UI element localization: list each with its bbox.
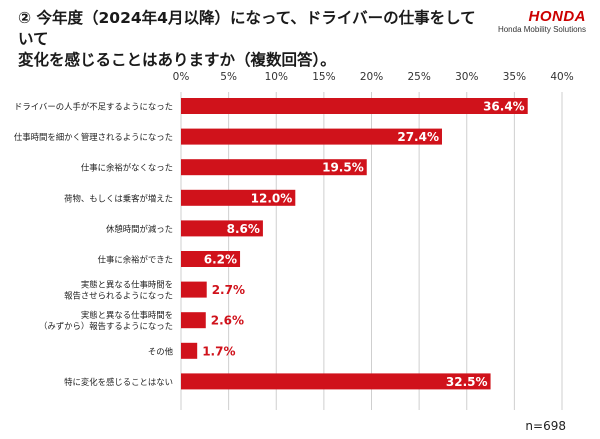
data-label: 12.0% xyxy=(251,191,293,205)
x-tick-label: 15% xyxy=(312,71,335,83)
data-label: 2.7% xyxy=(212,283,245,297)
title-line-1: ② 今年度（2024年4月以降）になって、ドライバーの仕事をしていて xyxy=(18,9,476,48)
category-label: 仕事に余裕がなくなった xyxy=(81,163,173,173)
logo-brand: HONDA xyxy=(528,8,586,25)
bar xyxy=(181,220,263,237)
bar xyxy=(181,281,207,298)
category-label: 特に変化を感じることはない xyxy=(64,377,173,387)
data-label: 6.2% xyxy=(204,253,237,267)
category-label: 報告させられるようになった xyxy=(64,291,173,301)
bar xyxy=(181,189,296,206)
sample-size-note: n=698 xyxy=(525,419,566,433)
honda-logo: HONDA Honda Mobility Solutions xyxy=(498,9,586,35)
data-label: 32.5% xyxy=(446,375,488,389)
category-label: 実態と異なる仕事時間を xyxy=(81,280,173,290)
x-tick-label: 0% xyxy=(173,71,190,83)
data-label: 19.5% xyxy=(322,161,364,175)
data-label: 8.6% xyxy=(227,222,260,236)
x-tick-label: 20% xyxy=(360,71,383,83)
bar xyxy=(181,373,491,390)
category-label: （みずから）報告するようになった xyxy=(39,321,173,331)
category-label: 仕事に余裕ができた xyxy=(98,255,173,265)
x-tick-label: 30% xyxy=(455,71,478,83)
bar xyxy=(181,98,528,114)
page-title: ② 今年度（2024年4月以降）になって、ドライバーの仕事をしていて 変化を感じ… xyxy=(18,8,488,71)
bar xyxy=(181,128,442,145)
data-label: 1.7% xyxy=(202,344,235,358)
x-tick-label: 5% xyxy=(220,71,237,83)
category-label: 荷物、もしくは乗客が増えた xyxy=(64,193,173,203)
data-label: 27.4% xyxy=(397,130,439,144)
category-label: その他 xyxy=(148,346,174,356)
x-tick-label: 40% xyxy=(550,71,573,83)
logo-subtitle: Honda Mobility Solutions xyxy=(497,25,586,34)
bar xyxy=(181,342,198,359)
category-label: 休憩時間が減った xyxy=(106,224,173,234)
x-tick-label: 35% xyxy=(503,71,526,83)
x-tick-label: 25% xyxy=(407,71,430,83)
bar xyxy=(181,312,206,329)
data-label: 2.6% xyxy=(211,314,244,328)
bar xyxy=(181,251,241,267)
bar xyxy=(181,159,367,176)
category-label: 実態と異なる仕事時間を xyxy=(81,310,173,320)
title-line-2: 変化を感じることはありますか（複数回答）。 xyxy=(18,51,336,69)
x-tick-label: 10% xyxy=(265,71,288,83)
data-label: 36.4% xyxy=(483,100,525,114)
category-label: ドライバーの人手が不足するようになった xyxy=(14,102,173,112)
category-label: 仕事時間を細かく管理されるようになった xyxy=(14,132,173,142)
